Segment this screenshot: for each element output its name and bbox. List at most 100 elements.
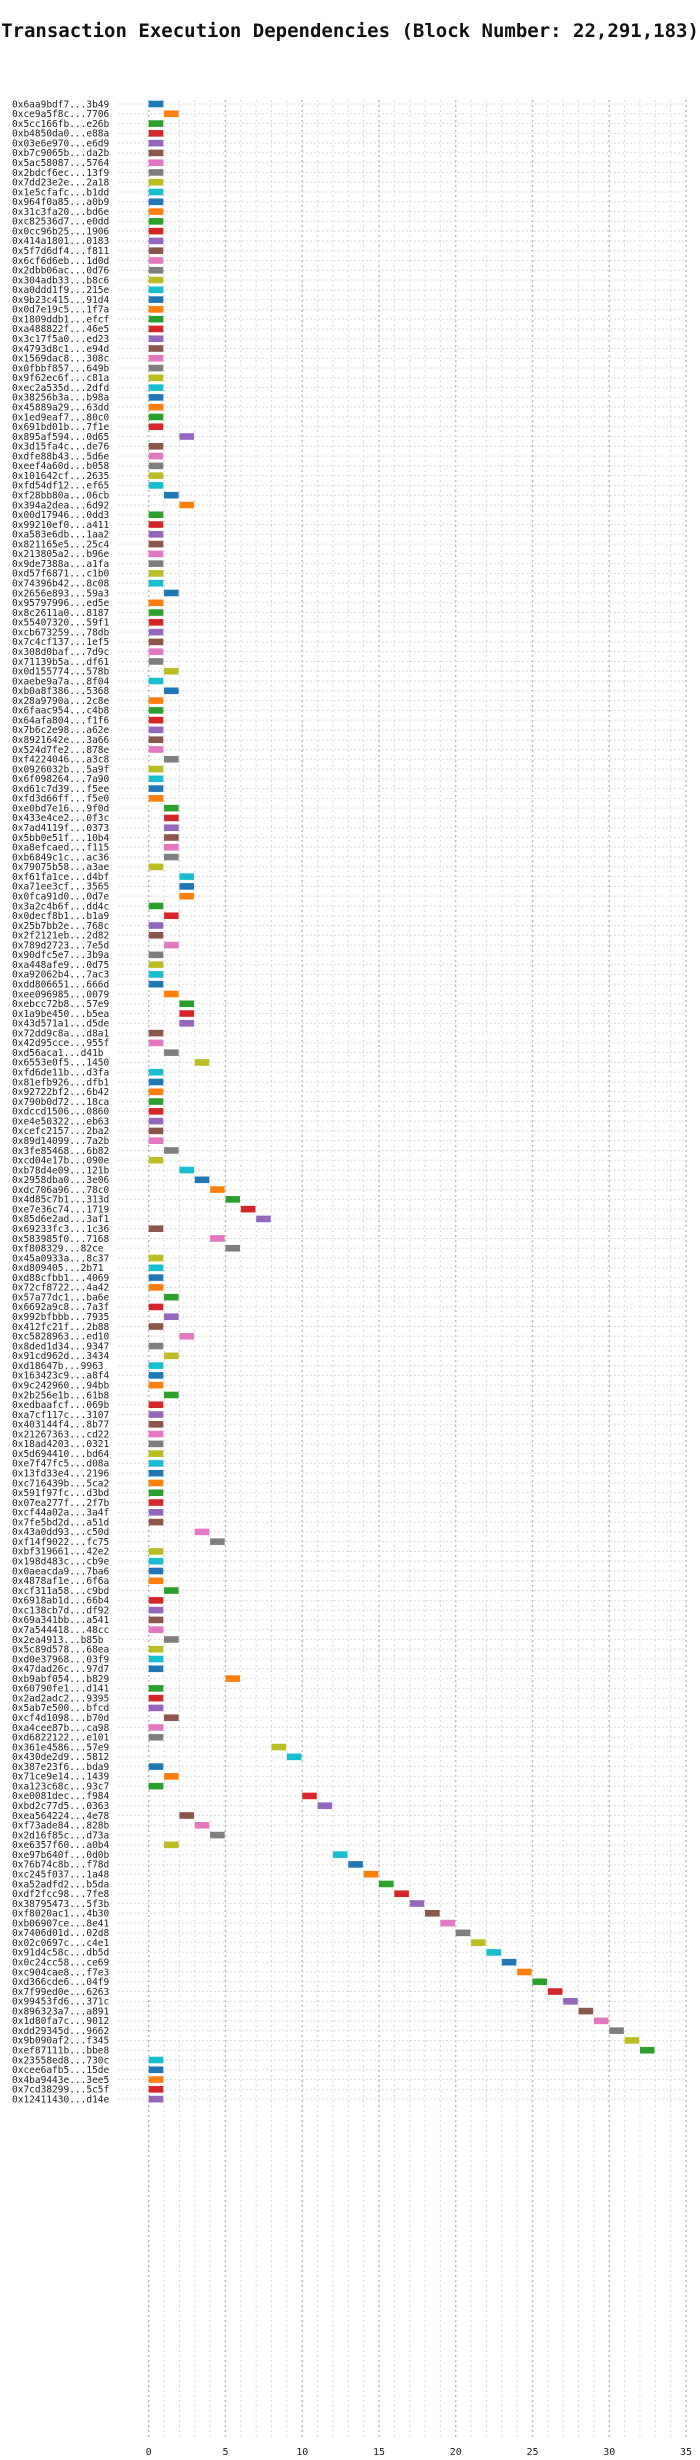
tx-hash-label: 0x591f97fc...d3bd: [12, 1488, 109, 1499]
tx-hash-label: 0xd6822122...e101: [12, 1733, 110, 1744]
tx-hash-label: 0xebcc72b8...57e9: [12, 999, 110, 1010]
tx-hash-label: 0x47dad26c...97d7: [12, 1664, 109, 1675]
tx-hash-label: 0xa0ddd1f9...215e: [12, 285, 110, 296]
tx-hash-label: 0x1e5cfafc...b1dd: [12, 187, 109, 198]
tx-hash-label: 0xd809405...2b71: [12, 1263, 104, 1274]
task-bar: [148, 325, 164, 333]
tx-hash-label: 0x896323a7...a891: [12, 2006, 110, 2017]
tx-hash-label: 0x90dfc5e7...3b9a: [12, 950, 109, 961]
task-bar: [148, 1430, 164, 1438]
task-bar: [164, 687, 179, 695]
tx-hash-label: 0x5ac58087...5764: [12, 158, 110, 169]
tx-hash-label: 0x21267363...cd22: [12, 1429, 109, 1440]
task-bar: [148, 1303, 164, 1311]
tx-hash-label: 0xe7e36c74...1719: [12, 1204, 110, 1215]
tx-hash-label: 0x64afa804...f1f6: [12, 715, 110, 726]
task-bar: [164, 1147, 179, 1154]
tx-hash-label: 0x00d17946...0dd3: [12, 510, 109, 521]
task-bar: [194, 1059, 210, 1066]
tx-hash-label: 0xe4e50322...eb63: [12, 1116, 109, 1127]
tx-hash-label: 0x2bdcf6ec...13f9: [12, 168, 110, 179]
tx-hash-label: 0x895af594...0d65: [12, 432, 109, 443]
task-bar: [148, 178, 164, 186]
tx-hash-label: 0x9f62ec6f...c81a: [12, 373, 109, 384]
task-bar: [148, 1117, 164, 1125]
tx-hash-label: 0x7c4cf137...1ef5: [12, 637, 109, 648]
tx-hash-label: 0x414a1801...0183: [12, 236, 109, 247]
tick-labels-layer: 0 5 10 15 20 25 30 35: [146, 2447, 692, 2458]
task-bar: [148, 716, 164, 724]
tx-hash-label: 0x07ea277f...2f7b: [12, 1498, 110, 1509]
tx-hash-label: 0xe97b640f...0d0b: [12, 1850, 110, 1861]
task-bar: [148, 1694, 164, 1702]
tx-hash-label: 0xdfe88b43...5d6e: [12, 451, 110, 462]
task-bar: [455, 1929, 471, 1937]
task-bar: [148, 971, 164, 978]
task-bar: [425, 1910, 440, 1917]
tx-hash-label: 0x76b74c8b...f78d: [12, 1860, 109, 1871]
task-bar: [179, 433, 194, 440]
tx-hash-label: 0x89d14099...7a2b: [12, 1136, 110, 1147]
tx-hash-label: 0x7f99ed0e...6263: [12, 1987, 109, 1998]
tx-hash-label: 0xc716439b...5ca2: [12, 1478, 109, 1489]
task-bar: [148, 1577, 164, 1585]
task-bar: [148, 726, 164, 734]
task-bar: [164, 1636, 179, 1643]
tx-hash-label: 0xa92062b4...7ac3: [12, 970, 109, 981]
tx-hash-label: 0x198d483c...cb9e: [12, 1557, 110, 1568]
task-bar: [148, 1362, 164, 1369]
task-bar: [225, 1196, 241, 1203]
task-bar: [164, 589, 179, 597]
task-bar: [164, 941, 179, 949]
tx-hash-label: 0x163423c9...a8f4: [12, 1371, 110, 1382]
tx-hash-label: 0x304adb33...b8c6: [12, 275, 110, 286]
task-bar: [148, 1381, 164, 1389]
task-bar: [578, 2007, 594, 2015]
tx-hash-label: 0x2656e893...59a3: [12, 588, 109, 599]
tx-hash-label: 0xd366cde6...04f9: [12, 1977, 110, 1988]
task-bar: [302, 1792, 317, 1800]
task-bar: [164, 1313, 179, 1321]
tx-hash-label: 0x7a544418...48cc: [12, 1625, 109, 1636]
task-bar: [148, 579, 164, 587]
tx-hash-label: 0xaebe9a7a...8f04: [12, 676, 110, 687]
task-bar: [148, 2076, 164, 2083]
tx-hash-label: 0x1d80fa7c...9012: [12, 2016, 109, 2027]
task-bar: [148, 1548, 164, 1555]
tx-hash-label: 0x213805a2...b96e: [12, 549, 110, 560]
task-bar: [148, 1616, 164, 1624]
task-bar: [148, 531, 164, 538]
x-tick-label: 35: [680, 2447, 692, 2458]
task-bar: [148, 560, 164, 567]
tx-hash-label: 0x1569dac8...308c: [12, 354, 109, 365]
task-bar: [517, 1968, 532, 1976]
task-bar: [148, 1411, 164, 1418]
task-bar: [148, 472, 164, 479]
task-bar: [148, 384, 164, 391]
tx-hash-label: 0x5ab7e500...bfcd: [12, 1703, 109, 1714]
task-bar: [148, 951, 164, 959]
tx-hash-label: 0x42d95cce...955f: [12, 1038, 109, 1049]
task-bar: [194, 1821, 210, 1829]
task-bar: [164, 804, 179, 812]
tx-hash-label: 0x95797996...ed5e: [12, 598, 110, 609]
task-bar: [148, 1225, 164, 1232]
task-bar: [179, 501, 194, 509]
task-bar: [363, 1870, 379, 1878]
tx-hash-label: 0xfd6de11b...d3fa: [12, 1068, 109, 1079]
tx-hash-label: 0x8921642e...3a66: [12, 735, 110, 746]
tx-hash-label: 0xf4224046...a3c8: [12, 755, 110, 766]
tx-hash-label: 0x91cd962d...3434: [12, 1351, 110, 1362]
task-bar: [148, 1460, 164, 1467]
tx-hash-label: 0x1a9be450...b5ea: [12, 1009, 109, 1020]
task-bar: [148, 1137, 164, 1144]
task-bar: [179, 892, 194, 900]
tx-hash-label: 0x4d85c7b1...313d: [12, 1195, 109, 1206]
task-bar: [486, 1949, 502, 1956]
tx-hash-label: 0x394a2dea...6d92: [12, 500, 109, 511]
row-labels-layer: 0x6aa9bdf7...3b490xce9a5f8c...77060x5cc1…: [12, 99, 110, 2105]
task-bar: [148, 677, 164, 685]
tx-hash-label: 0x7cd38299...5c5f: [12, 2085, 109, 2096]
task-bar: [148, 423, 164, 431]
task-bar: [179, 1812, 194, 1819]
